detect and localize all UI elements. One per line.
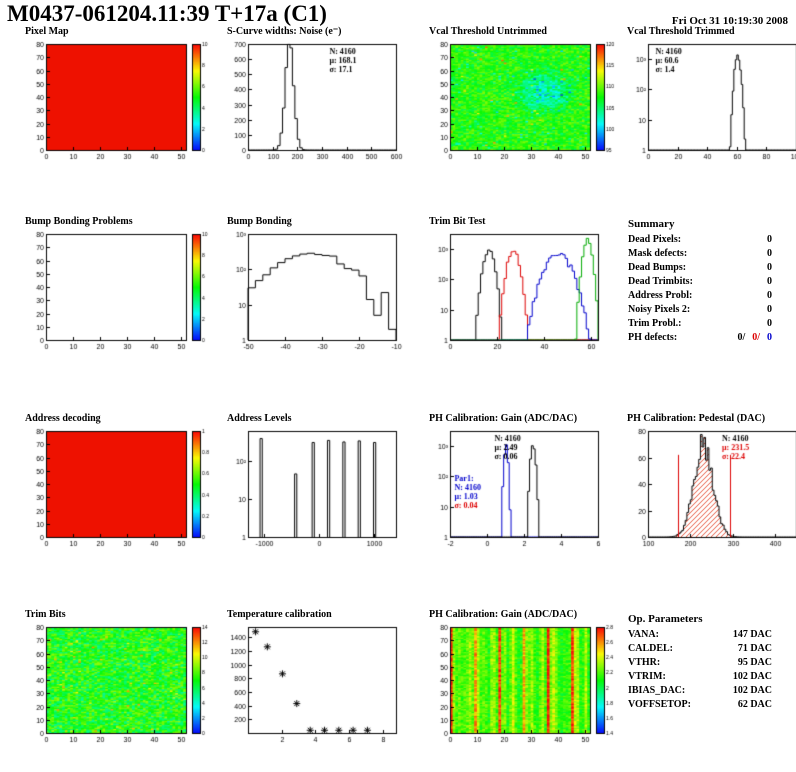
summary-row: Dead Pixels: 0: [628, 233, 772, 247]
panel-title: S-Curve widths: Noise (e⁻): [227, 26, 342, 37]
panel-bump-bonding: Bump Bonding: [222, 216, 420, 381]
summary-value: 0: [767, 276, 772, 287]
panel-ph-pedestal: PH Calibration: Pedestal (DAC): [622, 413, 796, 578]
summary-label: Dead Pixels:: [628, 234, 682, 245]
panel-title: Address Levels: [227, 413, 292, 424]
op-parameter-value: 62 DAC: [737, 699, 772, 710]
ph-gain-hist-plot: [424, 426, 620, 552]
summary-label: PH defects:: [628, 332, 678, 343]
panel-title: Temperature calibration: [227, 609, 332, 620]
op-parameter-label: VTRIM:: [628, 671, 666, 682]
ph-pedestal-plot: [622, 426, 796, 552]
summary-label: Trim Probl.:: [628, 318, 682, 329]
address-levels-plot: [222, 426, 418, 552]
op-parameter-value: 95 DAC: [737, 657, 772, 668]
op-parameter-row: VTRIM: 102 DAC: [628, 670, 772, 684]
trim-bits-plot: [20, 622, 216, 748]
summary-row: Address Probl: 0: [628, 289, 772, 303]
panel-title: Trim Bit Test: [429, 216, 486, 227]
op-parameter-value: 147 DAC: [732, 629, 772, 640]
op-parameter-row: VTHR: 95 DAC: [628, 656, 772, 670]
op-parameters-heading: Op. Parameters: [628, 613, 703, 625]
panel-title: Trim Bits: [25, 609, 66, 620]
scurve-noise-plot: [222, 39, 418, 165]
vcal-trimmed-plot: [622, 39, 796, 165]
op-parameter-label: VTHR:: [628, 657, 661, 668]
panel-title: PH Calibration: Pedestal (DAC): [627, 413, 766, 424]
panel-ph-gain-map: PH Calibration: Gain (ADC/DAC): [424, 609, 622, 772]
temperature-calibration-plot: [222, 622, 418, 748]
panel-trim-bits: Trim Bits: [20, 609, 218, 772]
bump-bonding-problems-plot: [20, 229, 216, 355]
ph-defects-value: 0/: [737, 332, 746, 343]
summary-value: 0: [767, 318, 772, 329]
summary-row: Mask defects: 0: [628, 247, 772, 261]
op-parameter-value: 102 DAC: [732, 685, 772, 696]
ph-defects-value: 0/: [752, 332, 760, 343]
panel-address-decoding: Address decoding: [20, 413, 218, 578]
op-parameter-label: IBIAS_DAC:: [628, 685, 686, 696]
summary-label: Address Probl:: [628, 290, 693, 301]
op-parameter-row: VANA: 147 DAC: [628, 628, 772, 642]
panel-title: Vcal Threshold Untrimmed: [429, 26, 547, 37]
summary-label: Dead Trimbits:: [628, 276, 693, 287]
summary-value: 0: [767, 248, 772, 259]
panel-title: Address decoding: [25, 413, 101, 424]
summary-row-ph-defects: PH defects: 0/0/0: [628, 331, 772, 345]
op-parameter-label: VANA:: [628, 629, 659, 640]
op-parameter-value: 71 DAC: [737, 643, 772, 654]
summary-value: 0: [767, 262, 772, 273]
panel-bump-bonding-problems: Bump Bonding Problems: [20, 216, 218, 381]
summary-row: Noisy Pixels 2: 0: [628, 303, 772, 317]
page-title: M0437-061204.11:39 T+17a (C1): [7, 1, 327, 26]
panel-title: Vcal Threshold Trimmed: [627, 26, 735, 37]
summary-row: Dead Trimbits: 0: [628, 275, 772, 289]
trim-bit-test-plot: [424, 229, 620, 355]
address-decoding-plot: [20, 426, 216, 552]
timestamp: Fri Oct 31 10:19:30 2008: [671, 15, 788, 27]
bump-bonding-plot: [222, 229, 418, 355]
op-parameter-row: IBIAS_DAC: 102 DAC: [628, 684, 772, 698]
op-parameter-label: CALDEL:: [628, 643, 674, 654]
vcal-untrimmed-plot: [424, 39, 620, 165]
op-parameter-row: CALDEL: 71 DAC: [628, 642, 772, 656]
panel-temperature-calibration: Temperature calibration: [222, 609, 420, 772]
summary-heading: Summary: [628, 218, 675, 230]
panel-title: Bump Bonding: [227, 216, 292, 227]
ph-gain-map-plot: [424, 622, 620, 748]
panel-title: PH Calibration: Gain (ADC/DAC): [429, 609, 578, 620]
summary-row: Dead Bumps: 0: [628, 261, 772, 275]
panel-trim-bit-test: Trim Bit Test: [424, 216, 622, 381]
summary-row: Trim Probl.: 0: [628, 317, 772, 331]
panel-title: Pixel Map: [25, 26, 69, 37]
panel-vcal-untrimmed: Vcal Threshold Untrimmed: [424, 26, 622, 191]
pixel-map-plot: [20, 39, 216, 165]
op-parameter-label: VOFFSETOP:: [628, 699, 691, 710]
summary-label: Dead Bumps:: [628, 262, 687, 273]
summary-label: Mask defects:: [628, 248, 688, 259]
summary-value: 0: [767, 304, 772, 315]
panel-scurve-noise: S-Curve widths: Noise (e⁻): [222, 26, 420, 191]
summary-label: Noisy Pixels 2:: [628, 304, 691, 315]
panel-title: Bump Bonding Problems: [25, 216, 133, 227]
ph-defects-values: 0/0/0: [730, 331, 772, 345]
panel-pixel-map: Pixel Map: [20, 26, 218, 191]
panel-address-levels: Address Levels: [222, 413, 420, 578]
panel-summary: Summary Dead Pixels: 0 Mask defects: 0 D…: [628, 218, 772, 383]
ph-defects-value: 0: [767, 332, 772, 343]
panel-ph-gain-hist: PH Calibration: Gain (ADC/DAC): [424, 413, 622, 578]
op-parameter-row: VOFFSETOP: 62 DAC: [628, 698, 772, 712]
op-parameter-value: 102 DAC: [732, 671, 772, 682]
panel-vcal-trimmed: Vcal Threshold Trimmed: [622, 26, 796, 191]
panel-op-parameters: Op. Parameters VANA: 147 DAC CALDEL: 71 …: [628, 613, 772, 772]
panel-title: PH Calibration: Gain (ADC/DAC): [429, 413, 578, 424]
summary-value: 0: [767, 290, 772, 301]
summary-value: 0: [767, 234, 772, 245]
